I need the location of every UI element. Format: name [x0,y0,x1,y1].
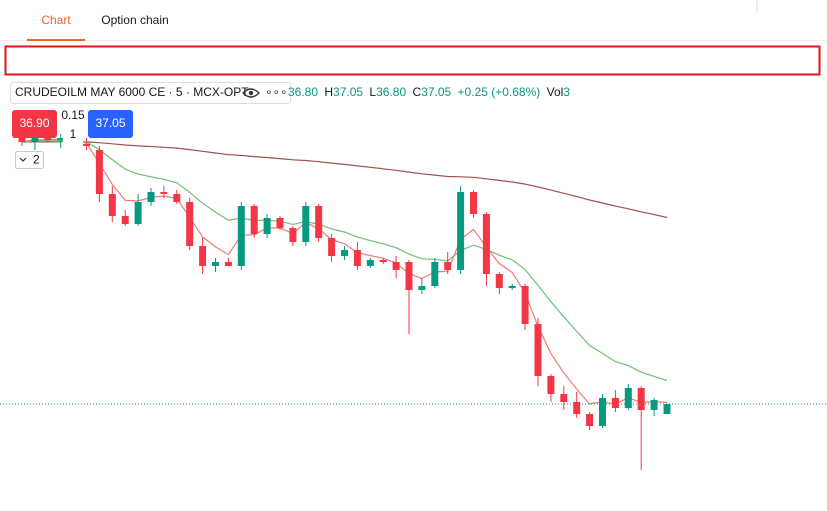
candle-body [392,262,400,270]
candle-body [134,202,142,224]
candle-body [560,394,568,402]
buy-price: 37.05 [95,116,125,130]
candle-body [663,404,671,414]
ohlc-legend: 36.80 H37.05 L36.80 C37.05 +0.25 (+0.68%… [288,85,570,99]
candle-body [586,414,594,426]
candle-body [276,218,284,228]
fast-average [21,138,668,405]
candle-body [457,192,465,270]
close-label: C [412,85,421,99]
candle-body [250,206,258,234]
low-value: 36.80 [376,85,406,99]
high-value: 37.05 [333,85,363,99]
medium-average [21,139,668,382]
candle-body [173,194,181,202]
volume-value: 3 [563,85,570,99]
candle-body [289,228,297,242]
slow-average [21,141,668,219]
candle-body [57,138,65,140]
candle-body [470,192,477,214]
open-value: 36.80 [288,85,318,99]
candle-body [650,400,658,410]
low-label: L [369,85,376,99]
candle-body [521,286,529,324]
eye-icon[interactable] [242,88,260,98]
candle-body [405,262,413,290]
lots-box[interactable] [15,151,44,169]
quantity: 1 [70,127,77,141]
candle-body [341,250,348,256]
sell-button[interactable] [12,110,57,138]
candle-body [95,150,103,194]
tab-option-chain[interactable]: Option chain [101,13,168,27]
spread: 0.15 [61,108,85,122]
candle-body [263,218,271,234]
candle-body [599,398,606,426]
candle-body [212,262,219,266]
candle-body [237,206,245,266]
change: +0.25 (+0.68%) [458,85,541,99]
candle-body [547,376,555,394]
candle-body [431,262,439,286]
candle-body [573,402,581,414]
more-menu[interactable]: ∘∘∘ [265,85,288,99]
symbol-box[interactable] [10,82,291,104]
chevron [19,157,27,162]
quantity-box[interactable] [63,126,83,144]
candle-body [508,286,516,288]
candle-body [18,138,26,142]
sell-price: 36.90 [19,116,49,130]
buy-button[interactable] [88,110,133,138]
tab-chart[interactable]: Chart [41,13,71,27]
candle-body [315,206,323,238]
candle-body [611,398,619,408]
candle-body [302,206,310,242]
candle-body [637,388,645,410]
plot [0,128,827,470]
candle-body [199,246,207,266]
candle-body [31,136,39,142]
candle-body [186,202,194,246]
volume-label: Vol [547,85,564,99]
candle-body [83,144,90,146]
candle-body [444,262,452,270]
candle-body [353,250,361,266]
candle-body [224,262,232,266]
candle-body [328,238,336,256]
highlight-box [4,45,821,76]
candle-body [121,216,129,224]
candle-body [366,260,374,266]
symbol: CRUDEOILM MAY 6000 CE · 5 · MCX-OPT [15,85,249,99]
candle-body [160,192,168,194]
candle-body [495,274,503,288]
candle-body [534,324,542,376]
candle-body [624,388,632,408]
candle-body [108,194,116,216]
close-value: 37.05 [421,85,451,99]
lots: 2 [33,153,40,167]
candle-body [418,286,426,290]
high-label: H [324,85,333,99]
candle-body [147,192,155,202]
candle-body [482,214,490,274]
candle-body [379,260,387,262]
